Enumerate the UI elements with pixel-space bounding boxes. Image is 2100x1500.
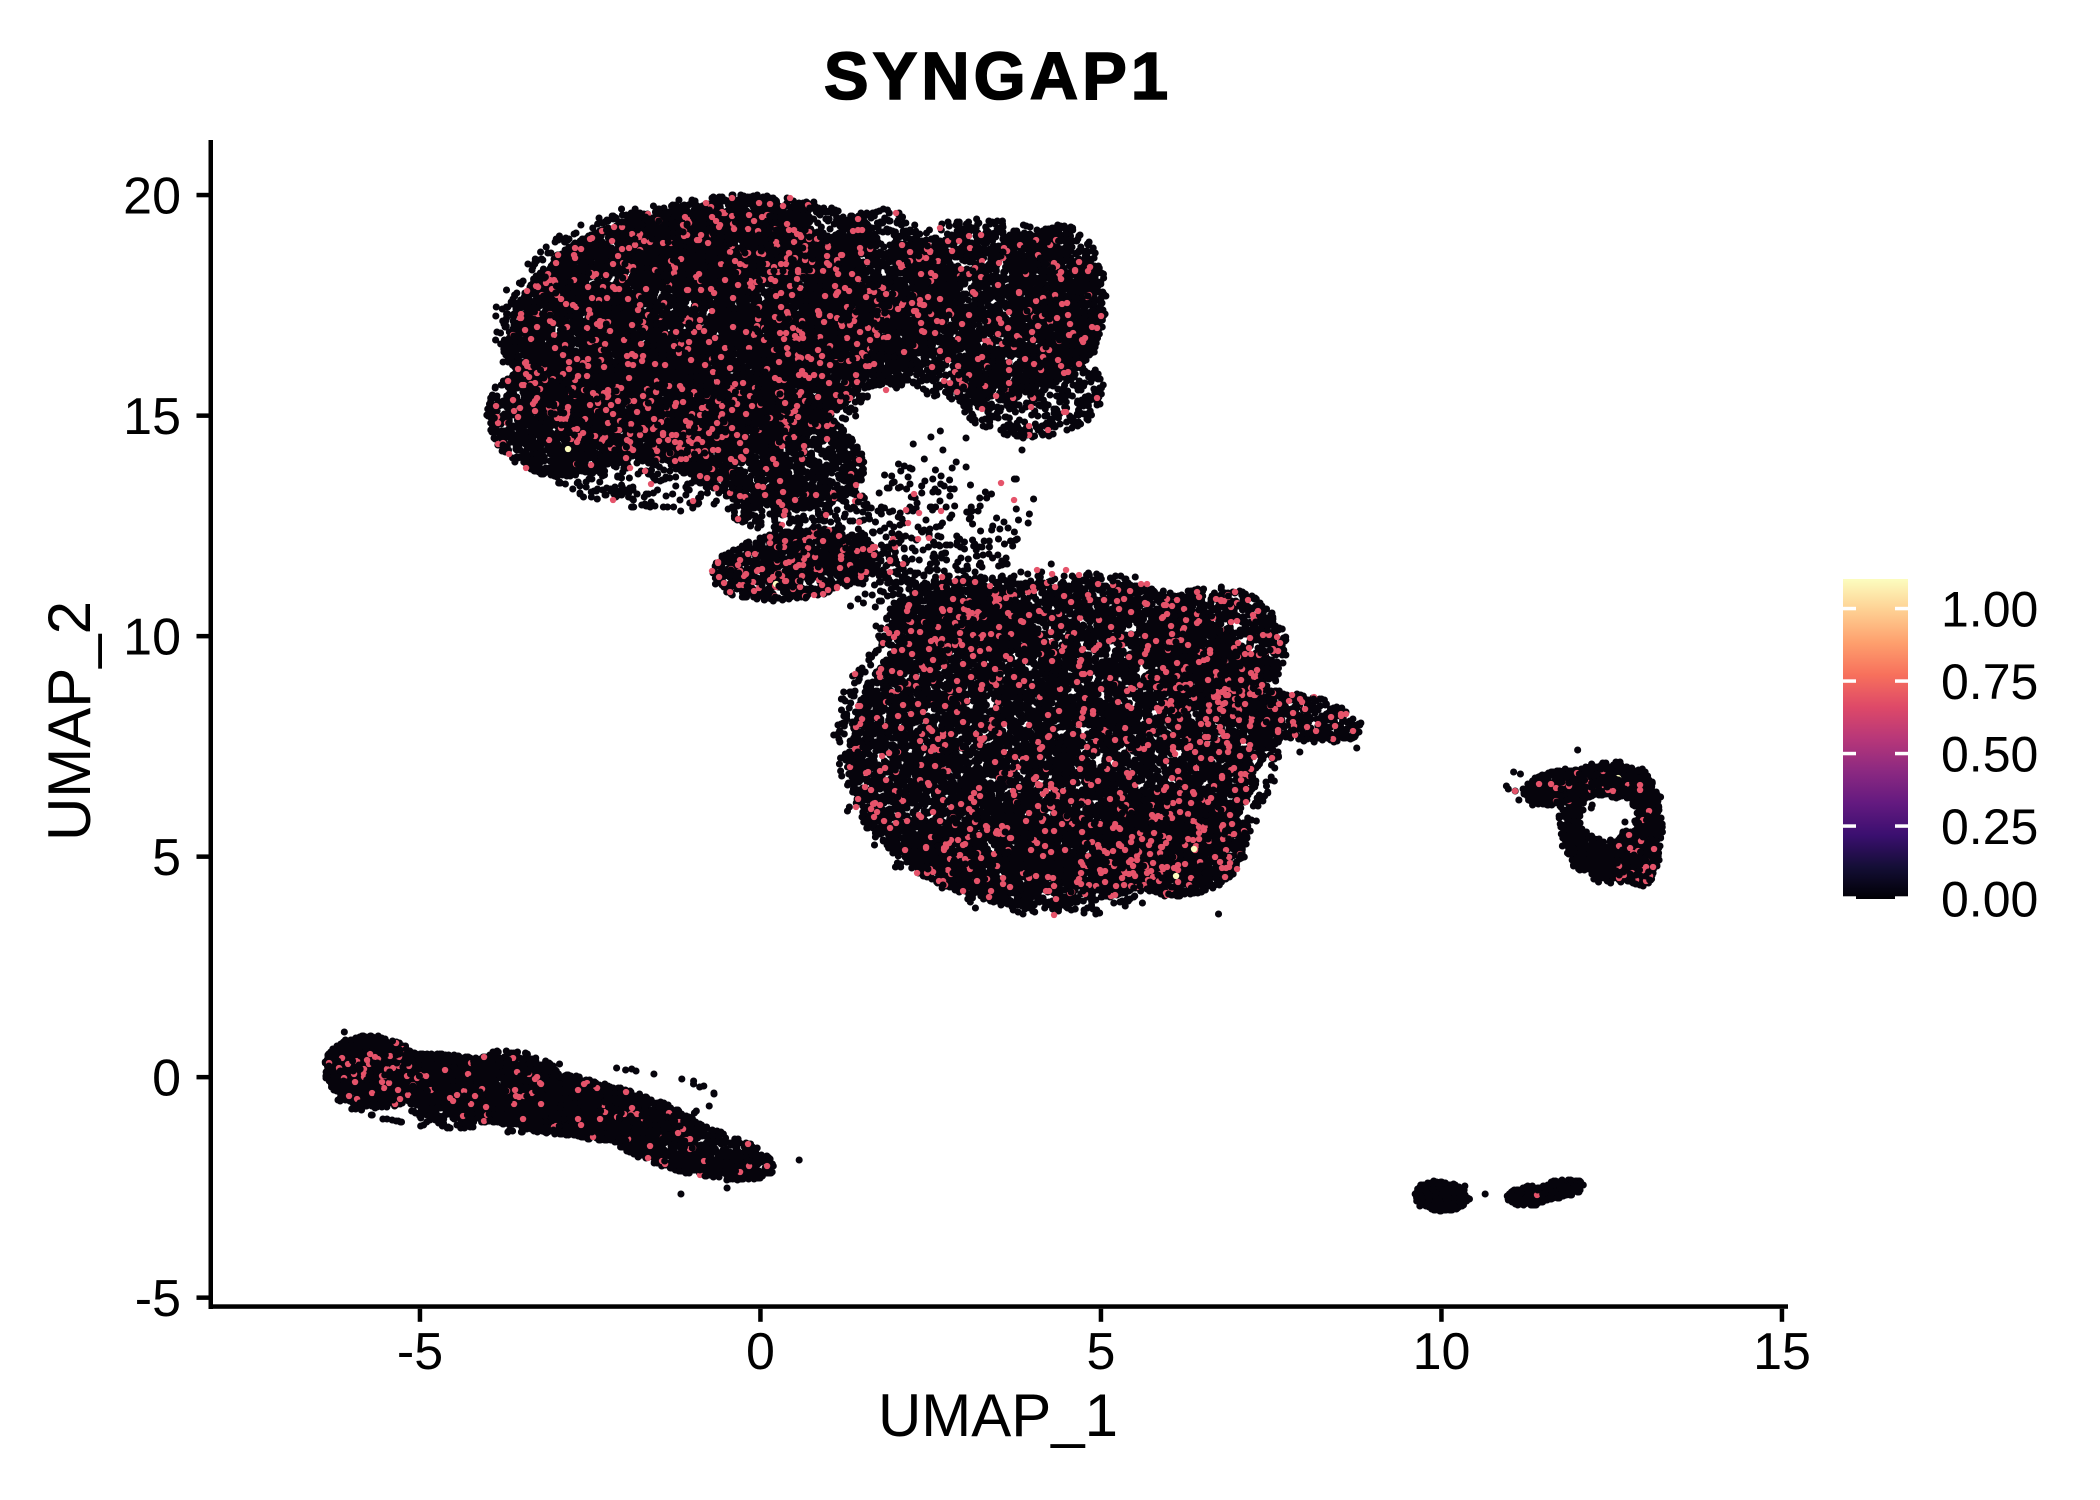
- svg-text:SYNGAP1: SYNGAP1: [824, 39, 1172, 114]
- svg-text:-5: -5: [397, 1323, 443, 1381]
- svg-text:20: 20: [123, 168, 181, 226]
- svg-text:0.25: 0.25: [1941, 799, 2038, 855]
- svg-text:5: 5: [152, 829, 181, 887]
- svg-text:UMAP_2: UMAP_2: [36, 601, 103, 841]
- svg-text:1.00: 1.00: [1941, 582, 2038, 638]
- svg-text:-5: -5: [135, 1270, 181, 1328]
- svg-text:10: 10: [1413, 1323, 1471, 1381]
- svg-text:15: 15: [1753, 1323, 1811, 1381]
- svg-text:10: 10: [123, 609, 181, 667]
- svg-text:0.50: 0.50: [1941, 727, 2038, 783]
- svg-text:0: 0: [746, 1323, 775, 1381]
- svg-text:0: 0: [152, 1050, 181, 1108]
- svg-text:5: 5: [1087, 1323, 1116, 1381]
- svg-text:0.00: 0.00: [1941, 872, 2038, 928]
- svg-text:15: 15: [123, 388, 181, 446]
- svg-text:0.75: 0.75: [1941, 654, 2038, 710]
- svg-text:UMAP_1: UMAP_1: [878, 1382, 1118, 1449]
